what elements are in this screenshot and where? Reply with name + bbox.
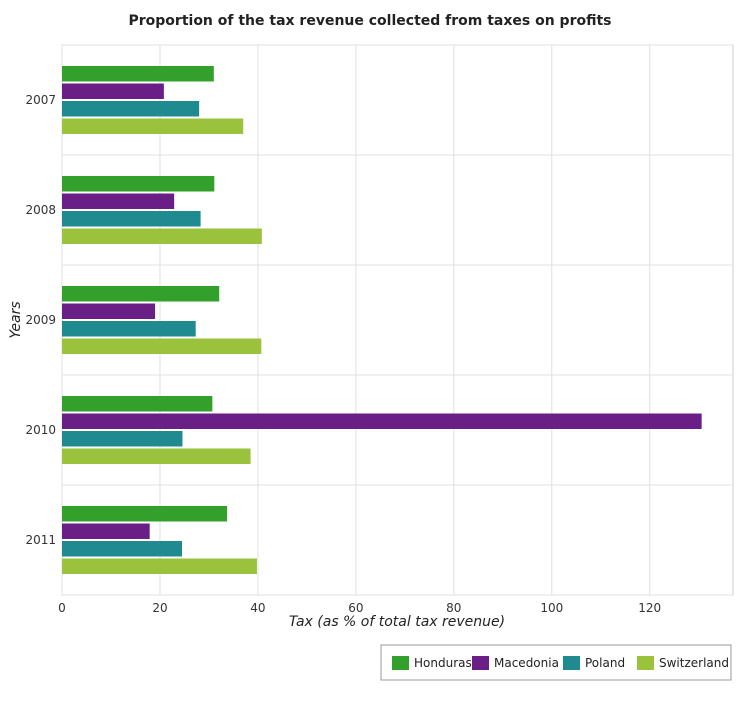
bar-switzerland-2011: [62, 558, 257, 574]
bar-honduras-2009: [62, 286, 220, 302]
x-tick-label: 20: [152, 601, 167, 615]
bar-macedonia-2011: [62, 523, 150, 539]
chart-title: Proportion of the tax revenue collected …: [129, 13, 612, 29]
y-axis-label: Years: [8, 301, 24, 338]
bar-poland-2009: [62, 321, 196, 337]
y-tick-label: 2011: [25, 533, 56, 547]
legend-swatch-switzerland: [637, 656, 654, 670]
y-tick-label: 2010: [25, 423, 56, 437]
legend-swatch-macedonia: [472, 656, 489, 670]
bar-switzerland-2007: [62, 118, 244, 134]
bar-poland-2007: [62, 101, 200, 117]
bar-switzerland-2010: [62, 448, 251, 464]
legend-label-macedonia: Macedonia: [494, 656, 559, 670]
bar-honduras-2010: [62, 396, 213, 412]
y-tick-label: 2009: [25, 313, 56, 327]
legend-label-switzerland: Switzerland: [659, 656, 729, 670]
plot-area: 0 20 40 60 80 100 120 2007 2008 2009 2010 2011: [25, 44, 734, 615]
legend-label-poland: Poland: [585, 656, 625, 670]
legend-label-honduras: Honduras: [414, 656, 472, 670]
grid-lines: [61, 44, 733, 596]
legend-box: [380, 644, 732, 681]
x-tick-label: 120: [638, 601, 661, 615]
y-tick-label: 2008: [25, 203, 56, 217]
x-tick-label: 100: [540, 601, 563, 615]
bar-honduras-2008: [62, 176, 215, 192]
x-axis-label: Tax (as % of total tax revenue): [289, 614, 505, 630]
x-tick-label: 80: [446, 601, 461, 615]
x-tick-label: 0: [58, 601, 66, 615]
bar-switzerland-2009: [62, 338, 262, 354]
bar-macedonia-2008: [62, 193, 175, 209]
x-ticks: 0 20 40 60 80 100 120: [58, 601, 661, 615]
bar-poland-2010: [62, 431, 183, 447]
x-tick-label: 40: [250, 601, 265, 615]
x-tick-label: 60: [348, 601, 363, 615]
bar-poland-2011: [62, 541, 182, 557]
bar-macedonia-2009: [62, 303, 156, 319]
legend: Honduras Macedonia Poland Switzerland: [380, 644, 732, 681]
bar-switzerland-2008: [62, 228, 262, 244]
y-ticks: 2007 2008 2009 2010 2011: [25, 93, 56, 547]
legend-swatch-poland: [563, 656, 580, 670]
bar-macedonia-2010: [62, 413, 702, 429]
bar-honduras-2007: [62, 66, 214, 82]
bar-macedonia-2007: [62, 83, 164, 99]
bar-honduras-2011: [62, 506, 228, 522]
bars: [62, 66, 702, 574]
y-tick-label: 2007: [25, 93, 56, 107]
bar-poland-2008: [62, 211, 201, 227]
plot-background: [61, 44, 734, 596]
legend-swatch-honduras: [392, 656, 409, 670]
